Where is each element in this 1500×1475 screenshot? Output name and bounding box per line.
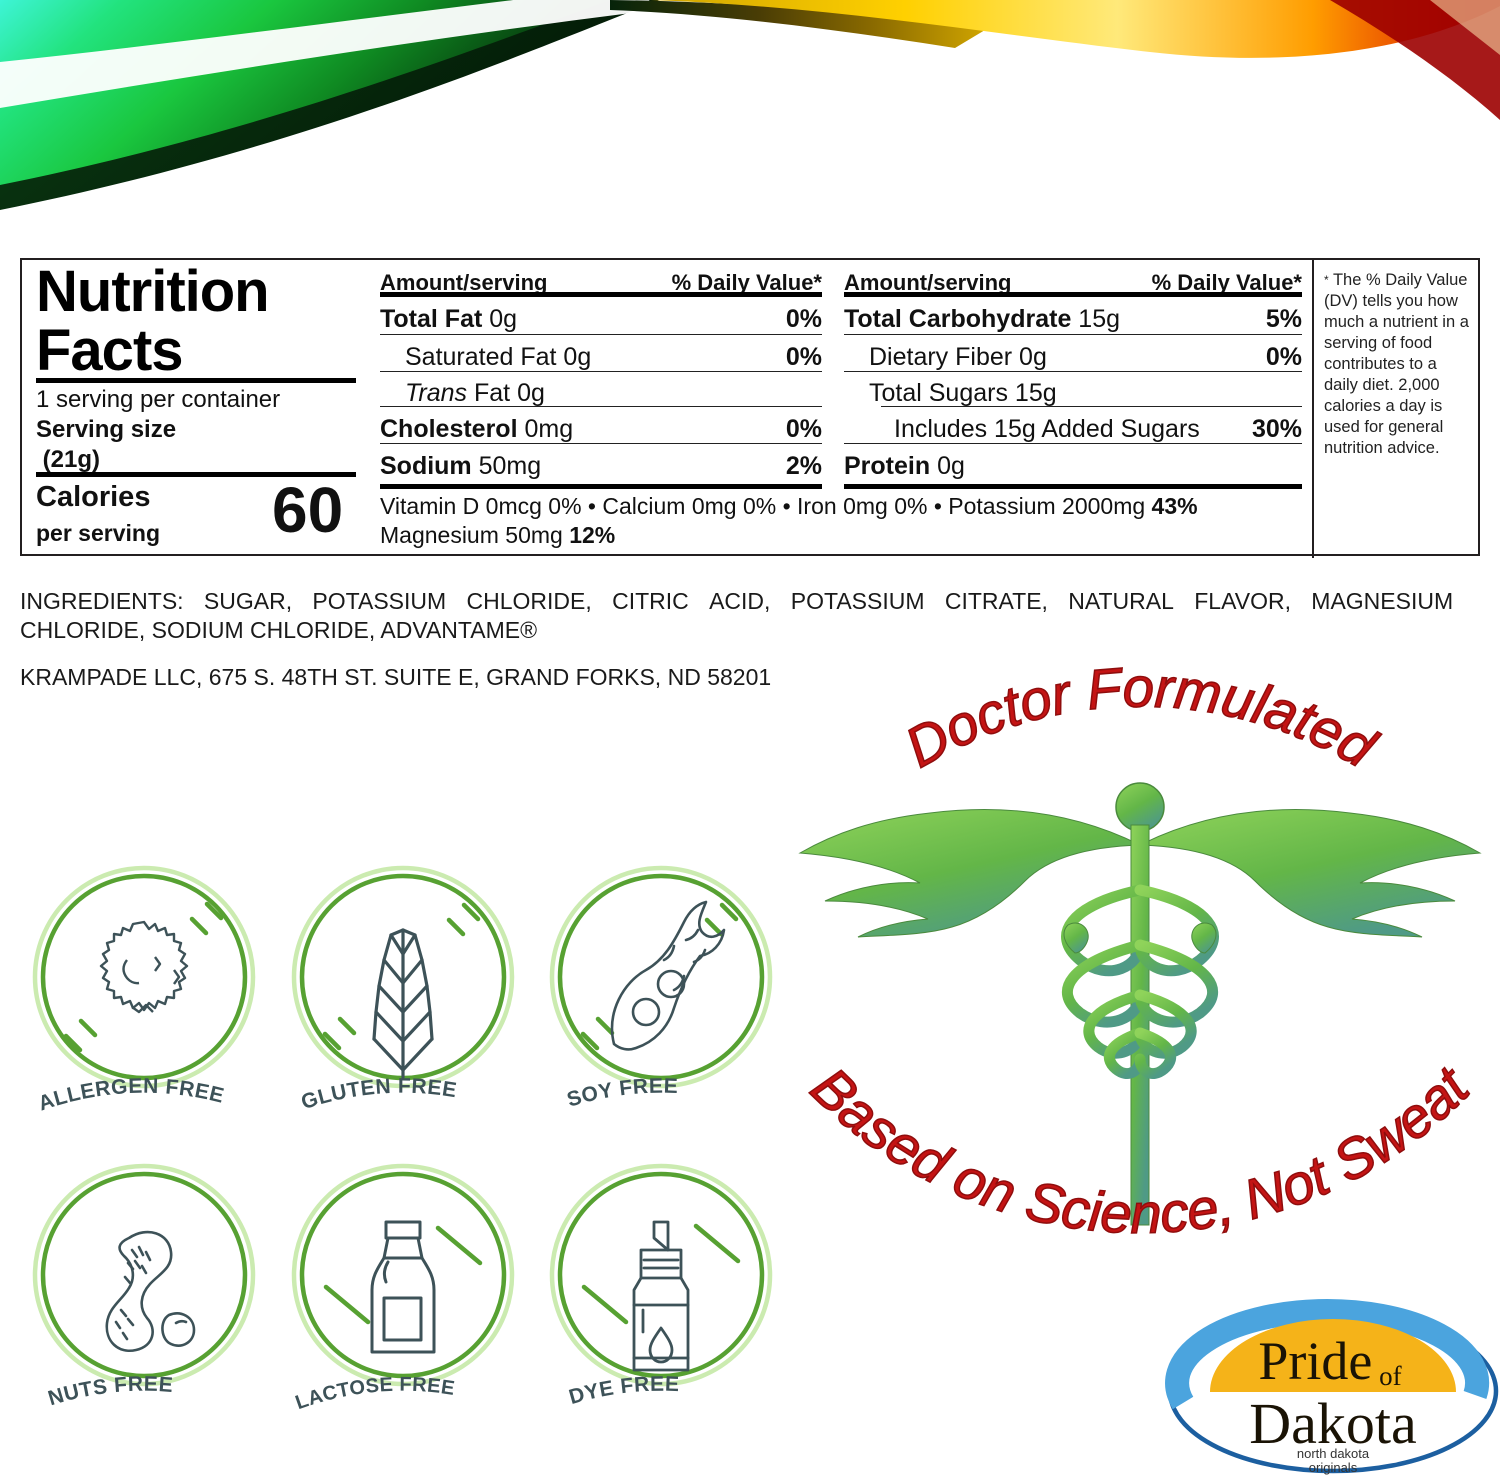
svg-text:SOY FREE: SOY FREE (564, 1075, 678, 1112)
svg-text:NUTS FREE: NUTS FREE (45, 1373, 174, 1411)
svg-text:ALLERGEN FREE: ALLERGEN FREE (35, 1075, 226, 1116)
svg-text:originals: originals (1309, 1460, 1358, 1475)
svg-text:LACTOSE FREE: LACTOSE FREE (293, 1374, 457, 1415)
svg-text:GLUTEN FREE: GLUTEN FREE (298, 1075, 458, 1115)
svg-text:DYE FREE: DYE FREE (566, 1373, 679, 1409)
svg-text:Doctor Formulated: Doctor Formulated (895, 656, 1388, 781)
svg-text:north dakota: north dakota (1297, 1446, 1370, 1461)
